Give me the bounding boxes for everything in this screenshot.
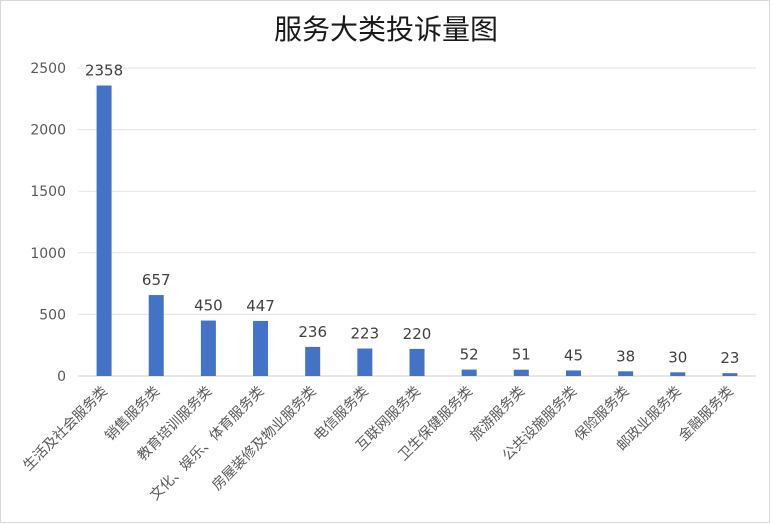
data-label: 2358	[85, 61, 123, 79]
bar	[513, 369, 529, 376]
bar	[409, 348, 425, 376]
data-label: 657	[142, 271, 171, 289]
data-label: 51	[512, 346, 531, 364]
y-tick-label: 2500	[30, 61, 66, 77]
chart-title: 服务大类投诉量图	[273, 13, 498, 46]
x-tick-label: 生活及社会服务类	[20, 384, 111, 475]
bar	[670, 372, 686, 376]
data-label: 220	[403, 325, 432, 343]
data-label: 450	[194, 297, 223, 315]
y-tick-label: 1500	[30, 184, 66, 200]
y-tick-label: 500	[39, 307, 66, 323]
data-label: 45	[564, 346, 583, 364]
data-label: 23	[720, 349, 739, 367]
data-label: 30	[668, 348, 687, 366]
data-label: 223	[351, 325, 380, 343]
data-label: 236	[298, 323, 327, 341]
bar	[461, 369, 477, 376]
bar	[200, 320, 216, 376]
bar	[148, 295, 164, 376]
bar	[253, 320, 269, 376]
bar	[305, 346, 321, 376]
bar	[96, 85, 112, 377]
y-tick-label: 1000	[30, 246, 66, 262]
y-tick-label: 2000	[30, 123, 66, 139]
bar	[357, 348, 373, 376]
x-tick-label: 房屋装修及物业服务类	[209, 384, 319, 494]
bar	[565, 370, 581, 376]
data-label: 52	[460, 346, 479, 364]
bar	[618, 371, 634, 376]
bar	[722, 373, 738, 376]
data-label: 447	[246, 297, 275, 315]
data-label: 38	[616, 347, 635, 365]
x-tick-label: 金融服务类	[676, 384, 737, 445]
y-tick-label: 0	[57, 369, 66, 385]
